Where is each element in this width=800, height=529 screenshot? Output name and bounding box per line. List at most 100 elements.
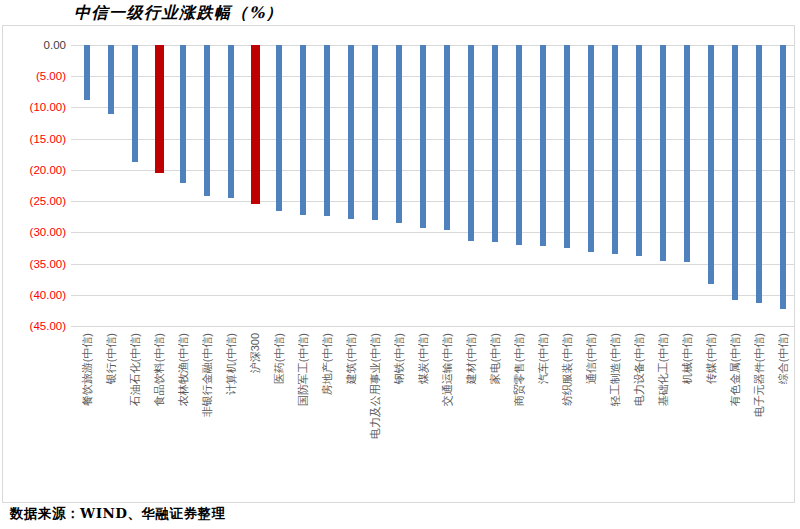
x-axis-label-slot: 建筑(中信): [339, 333, 363, 509]
y-axis-tick-label: 0.00: [0, 37, 66, 53]
x-axis-label-slot: 基础化工(中信): [651, 333, 675, 509]
x-axis-label-slot: 食品饮料(中信): [147, 333, 171, 509]
bar: [516, 45, 522, 245]
x-axis-label-slot: 电子元器件(中信): [747, 333, 771, 509]
bar: [492, 45, 498, 242]
x-axis-label: 基础化工(中信): [657, 333, 670, 406]
x-axis-label-slot: 房地产(中信): [315, 333, 339, 509]
gridline: [71, 295, 795, 296]
y-axis-tick-label: (20.00): [0, 162, 66, 178]
bar: [108, 45, 114, 114]
bar: [708, 45, 714, 284]
x-axis-label-slot: 传媒(中信): [699, 333, 723, 509]
source-note: 数据来源：WIND、华融证券整理: [10, 505, 226, 523]
x-axis-label-slot: 综合(中信): [771, 333, 795, 509]
bar: [132, 45, 138, 162]
plot-area: 餐饮旅游(中信)银行(中信)石油石化(中信)食品饮料(中信)农林牧渔(中信)非银…: [75, 45, 795, 326]
bar: [468, 45, 474, 241]
bar: [228, 45, 234, 198]
x-axis-label: 电子元器件(中信): [753, 333, 766, 417]
x-axis-label-slot: 纺织服装(中信): [555, 333, 579, 509]
bar: [372, 45, 378, 220]
x-axis-label: 国防军工(中信): [297, 333, 310, 406]
bar: [564, 45, 570, 248]
x-axis-label: 传媒(中信): [705, 333, 718, 384]
x-axis-label: 机械(中信): [681, 333, 694, 384]
bar-highlighted: [251, 45, 260, 204]
gridline: [71, 264, 795, 265]
x-axis-label: 医药(中信): [273, 333, 286, 384]
x-axis-label: 餐饮旅游(中信): [81, 333, 94, 406]
bar: [540, 45, 546, 246]
chart-title: 中信一级行业涨跌幅（%）: [74, 3, 283, 24]
x-axis-label-slot: 农林牧渔(中信): [171, 333, 195, 509]
x-axis-label-slot: 电力及公用事业(中信): [363, 333, 387, 509]
x-axis-label-slot: 餐饮旅游(中信): [75, 333, 99, 509]
x-axis-label-slot: 有色金属(中信): [723, 333, 747, 509]
bar: [444, 45, 450, 230]
x-axis-label: 通信(中信): [585, 333, 598, 384]
y-axis-tick-label: (10.00): [0, 99, 66, 115]
x-axis-label-slot: 医药(中信): [267, 333, 291, 509]
x-axis-label-slot: 机械(中信): [675, 333, 699, 509]
x-axis-label-slot: 汽车(中信): [531, 333, 555, 509]
x-axis-label: 有色金属(中信): [729, 333, 742, 406]
x-axis-label: 电力设备(中信): [633, 333, 646, 406]
x-axis-label-slot: 煤炭(中信): [411, 333, 435, 509]
x-axis-label-slot: 沪深300: [243, 333, 267, 509]
x-axis-label: 房地产(中信): [321, 333, 334, 395]
x-axis-label: 轻工制造(中信): [609, 333, 622, 406]
bar: [588, 45, 594, 252]
x-axis-label-slot: 计算机(中信): [219, 333, 243, 509]
bar: [780, 45, 786, 309]
x-axis-label-slot: 轻工制造(中信): [603, 333, 627, 509]
y-axis-tick-label: (25.00): [0, 193, 66, 209]
x-axis-label-slot: 交通运输(中信): [435, 333, 459, 509]
bar: [348, 45, 354, 219]
x-axis-label: 煤炭(中信): [417, 333, 430, 384]
y-axis-tick-label: (15.00): [0, 131, 66, 147]
bar: [756, 45, 762, 303]
bar: [660, 45, 666, 261]
x-axis-label: 农林牧渔(中信): [177, 333, 190, 406]
x-axis-label: 纺织服装(中信): [561, 333, 574, 406]
y-axis-tick-label: (30.00): [0, 224, 66, 240]
bar: [612, 45, 618, 254]
bar: [396, 45, 402, 223]
bar: [324, 45, 330, 216]
x-axis-label: 建材(中信): [465, 333, 478, 384]
gridline: [71, 326, 795, 327]
x-axis-label: 电力及公用事业(中信): [369, 333, 382, 439]
y-axis-tick-label: (5.00): [0, 68, 66, 84]
x-axis-label: 家电(中信): [489, 333, 502, 384]
x-axis-label: 非银行金融(中信): [201, 333, 214, 417]
bar: [300, 45, 306, 215]
x-axis-label-slot: 国防军工(中信): [291, 333, 315, 509]
x-axis-label: 商贸零售(中信): [513, 333, 526, 406]
x-axis-label-slot: 非银行金融(中信): [195, 333, 219, 509]
bar: [204, 45, 210, 196]
x-axis-label: 计算机(中信): [225, 333, 238, 395]
bar: [684, 45, 690, 262]
x-axis-label: 石油石化(中信): [129, 333, 142, 406]
x-axis-label: 综合(中信): [777, 333, 790, 384]
x-axis-label-slot: 家电(中信): [483, 333, 507, 509]
bar: [84, 45, 90, 100]
x-axis-label: 钢铁(中信): [393, 333, 406, 384]
x-axis-label-slot: 通信(中信): [579, 333, 603, 509]
x-axis-label-slot: 电力设备(中信): [627, 333, 651, 509]
x-axis-label: 沪深300: [249, 333, 262, 373]
x-axis-label-slot: 建材(中信): [459, 333, 483, 509]
y-axis-tick-label: (45.00): [0, 318, 66, 334]
bar: [180, 45, 186, 183]
bar: [276, 45, 282, 211]
bar: [732, 45, 738, 300]
x-axis-label: 建筑(中信): [345, 333, 358, 384]
x-axis-label: 汽车(中信): [537, 333, 550, 384]
y-axis-tick-label: (35.00): [0, 256, 66, 272]
x-axis-label-slot: 银行(中信): [99, 333, 123, 509]
x-axis-label: 食品饮料(中信): [153, 333, 166, 406]
bar: [636, 45, 642, 256]
y-axis-tick-label: (40.00): [0, 287, 66, 303]
x-axis-label-slot: 商贸零售(中信): [507, 333, 531, 509]
